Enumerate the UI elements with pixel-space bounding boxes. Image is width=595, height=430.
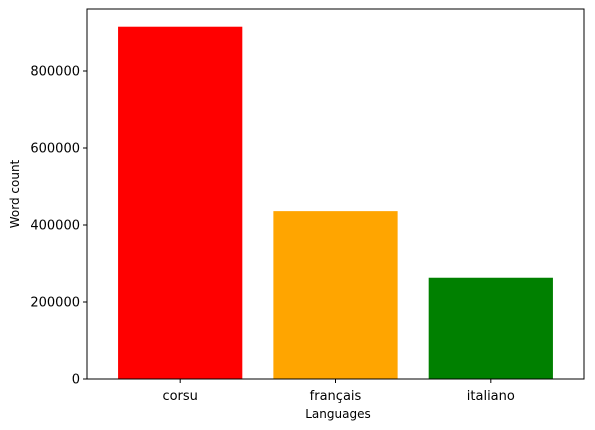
bar-0 bbox=[118, 26, 243, 379]
y-tick-label-2: 400000 bbox=[30, 218, 80, 233]
y-tick-label-3: 600000 bbox=[30, 141, 80, 156]
x-tick-label-1: français bbox=[310, 389, 362, 404]
x-axis: corsu français italiano bbox=[162, 379, 515, 404]
y-tick-label-1: 200000 bbox=[30, 295, 80, 310]
x-tick-label-2: italiano bbox=[467, 389, 515, 404]
y-tick-label-0: 0 bbox=[72, 373, 80, 388]
y-axis-title: Word count bbox=[8, 159, 22, 228]
y-axis: 0 200000 400000 600000 800000 bbox=[30, 64, 87, 388]
x-tick-label-0: corsu bbox=[162, 389, 197, 404]
bar-1 bbox=[273, 211, 398, 379]
y-tick-label-4: 800000 bbox=[30, 64, 80, 79]
bars-group bbox=[118, 26, 553, 379]
x-axis-title: Languages bbox=[305, 407, 370, 421]
bar-2 bbox=[428, 277, 553, 379]
